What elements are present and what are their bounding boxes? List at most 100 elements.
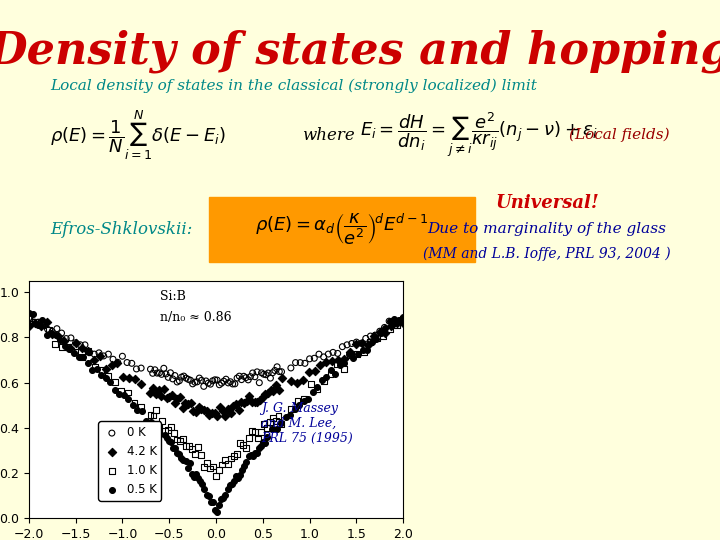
0.5 K [284, 411, 296, 420]
4.2 K [201, 406, 212, 415]
4.2 K [249, 398, 261, 407]
1.0 K [129, 399, 140, 407]
1.0 K [249, 428, 261, 437]
4.2 K [130, 375, 141, 383]
4.2 K [233, 405, 245, 414]
0 K [227, 380, 238, 388]
0.5 K [27, 310, 39, 319]
4.2 K [41, 318, 53, 326]
1.0 K [351, 349, 363, 358]
4.2 K [150, 389, 161, 398]
0 K [274, 367, 285, 376]
0 K [384, 317, 395, 326]
0.5 K [357, 346, 369, 354]
1.0 K [157, 416, 168, 425]
1.0 K [219, 456, 230, 464]
1.0 K [267, 414, 279, 422]
0.5 K [207, 497, 219, 506]
Text: $\rho(E) = \alpha_d\left(\dfrac{\kappa}{e^2}\right)^{\!d} E^{d-1}$: $\rho(E) = \alpha_d\left(\dfrac{\kappa}{… [256, 212, 428, 247]
0 K [214, 381, 225, 389]
0 K [37, 318, 49, 327]
4.2 K [262, 389, 274, 397]
0 K [249, 373, 261, 381]
1.0 K [36, 321, 48, 330]
4.2 K [158, 384, 170, 393]
0 K [149, 366, 161, 374]
4.2 K [124, 374, 135, 383]
1.0 K [207, 462, 219, 471]
0.5 K [114, 390, 125, 399]
0.5 K [343, 349, 355, 358]
4.2 K [397, 319, 409, 327]
1.0 K [258, 420, 269, 428]
Text: Density of states and hopping: Density of states and hopping [0, 30, 720, 73]
4.2 K [100, 364, 112, 373]
0.5 K [176, 454, 187, 462]
1.0 K [192, 443, 204, 451]
0 K [153, 369, 165, 377]
0.5 K [307, 388, 318, 397]
1.0 K [222, 460, 234, 469]
0.5 K [100, 373, 112, 382]
0.5 K [118, 390, 130, 399]
Text: (Local fields): (Local fields) [569, 128, 670, 142]
1.0 K [160, 427, 171, 435]
0 K [300, 359, 311, 368]
0.5 K [338, 359, 350, 368]
0 K [220, 375, 232, 383]
4.2 K [190, 408, 202, 416]
Text: Si:B: Si:B [160, 290, 186, 303]
1.0 K [216, 460, 228, 469]
4.2 K [135, 380, 147, 389]
0.5 K [205, 498, 217, 507]
FancyBboxPatch shape [209, 197, 475, 262]
4.2 K [53, 332, 64, 340]
Text: $\rho(E) = \dfrac{1}{N}\sum_{i=1}^{N}\delta\left(E - E_i\right)$: $\rho(E) = \dfrac{1}{N}\sum_{i=1}^{N}\de… [50, 108, 226, 162]
0 K [84, 348, 96, 357]
1.0 K [76, 353, 87, 362]
0 K [56, 329, 68, 338]
0.5 K [366, 338, 377, 346]
1.0 K [270, 417, 282, 426]
0 K [271, 362, 283, 371]
1.0 K [285, 405, 297, 414]
1.0 K [153, 423, 165, 431]
4.2 K [64, 343, 76, 352]
0 K [158, 364, 170, 373]
4.2 K [112, 359, 123, 367]
0.5 K [256, 442, 267, 450]
0.5 K [122, 395, 134, 404]
4.2 K [94, 352, 106, 360]
4.2 K [117, 373, 129, 381]
0 K [276, 367, 287, 376]
0 K [332, 349, 343, 357]
0.5 K [260, 438, 271, 447]
4.2 K [161, 394, 172, 402]
4.2 K [291, 378, 302, 387]
0.5 K [190, 469, 202, 478]
0.5 K [86, 365, 98, 374]
0 K [323, 350, 334, 359]
1.0 K [150, 406, 162, 415]
1.0 K [397, 315, 409, 323]
4.2 K [303, 368, 315, 376]
0 K [304, 355, 315, 363]
1.0 K [63, 343, 74, 352]
0.5 K [167, 443, 179, 452]
0 K [198, 382, 210, 390]
0.5 K [228, 477, 240, 485]
0.5 K [41, 330, 53, 339]
0 K [174, 376, 185, 385]
0.5 K [184, 458, 196, 467]
4.2 K [156, 392, 167, 400]
4.2 K [320, 358, 332, 367]
1.0 K [166, 423, 177, 431]
4.2 K [333, 356, 344, 364]
1.0 K [89, 363, 101, 372]
0.5 K [73, 353, 84, 362]
0.5 K [95, 370, 107, 379]
1.0 K [234, 439, 246, 448]
1.0 K [252, 434, 264, 443]
0.5 K [77, 353, 89, 362]
1.0 K [202, 458, 213, 467]
